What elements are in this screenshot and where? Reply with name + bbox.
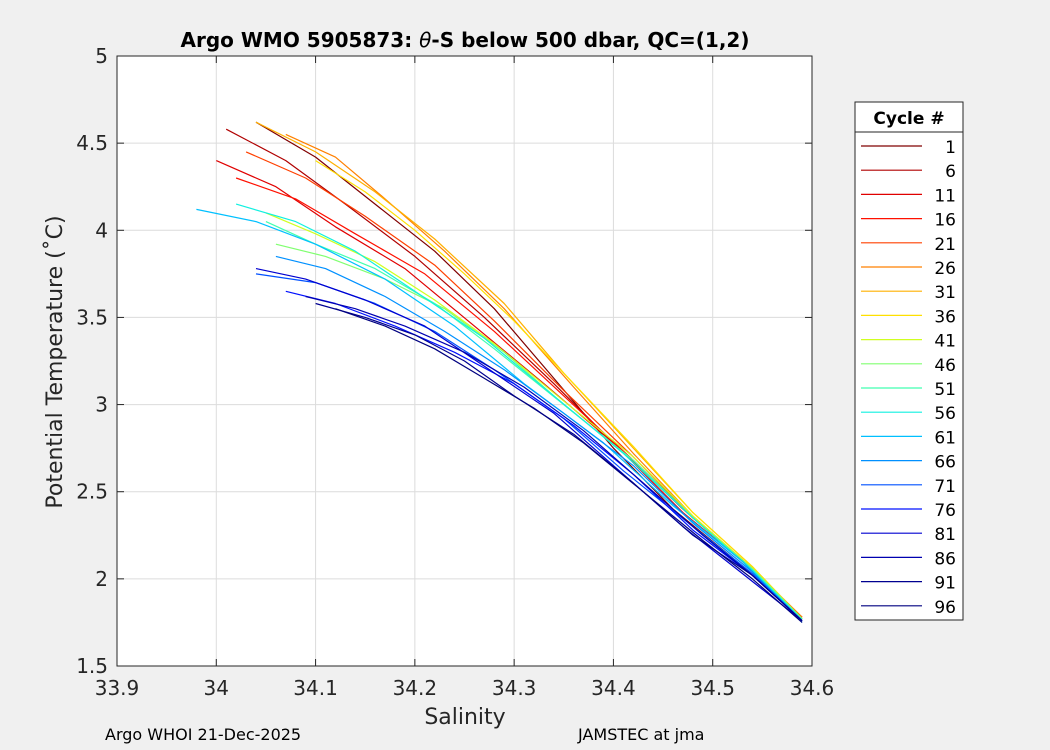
series-line-cycle-86	[305, 295, 803, 622]
legend-label-cycle-11: 11	[934, 186, 956, 206]
legend-label-cycle-16: 16	[934, 211, 956, 231]
legend-label-cycle-41: 41	[934, 332, 956, 352]
legend: Cycle # 16111621263136414651566166717681…	[854, 101, 964, 621]
legend-label-cycle-21: 21	[934, 235, 956, 255]
y-tick-label: 5	[95, 44, 108, 68]
series-line-cycle-36	[315, 160, 803, 620]
series-line-cycle-41	[265, 212, 803, 620]
x-tick-label: 34.6	[790, 676, 835, 700]
legend-label-cycle-81: 81	[934, 525, 956, 545]
y-axis-label: Potential Temperature (˚C)	[43, 215, 68, 508]
series-layer	[196, 121, 803, 623]
legend-label-cycle-1: 1	[945, 138, 956, 158]
legend-label-cycle-26: 26	[934, 259, 956, 279]
series-line-cycle-1	[255, 121, 803, 620]
x-axis-label: Salinity	[424, 705, 505, 730]
series-line-cycle-81	[255, 268, 803, 622]
legend-label-cycle-61: 61	[934, 428, 956, 448]
y-tick-label: 4.5	[76, 131, 108, 155]
legend-label-cycle-36: 36	[934, 307, 956, 327]
legend-label-cycle-71: 71	[934, 477, 956, 497]
legend-label-cycle-86: 86	[934, 549, 956, 569]
series-line-cycle-66	[275, 255, 803, 622]
y-tick-label: 4	[95, 218, 108, 242]
legend-label-cycle-76: 76	[934, 501, 956, 521]
legend-label-cycle-66: 66	[934, 453, 956, 473]
legend-label-cycle-6: 6	[945, 162, 956, 182]
footer-right: JAMSTEC at jma	[578, 725, 705, 744]
series-line-cycle-61	[196, 208, 803, 623]
title-part-1: Argo WMO 5905873:	[181, 28, 420, 52]
legend-label-cycle-46: 46	[934, 356, 956, 376]
y-tick-labels: 1.5 2 2.5 3 3.5 4 4.5 5	[76, 44, 108, 678]
x-tick-label: 34.2	[393, 676, 438, 700]
y-tick-label: 3.5	[76, 305, 108, 329]
legend-title: Cycle #	[873, 109, 944, 129]
footer-left: Argo WHOI 21-Dec-2025	[105, 725, 302, 744]
x-tick-label: 34.1	[293, 676, 338, 700]
legend-label-cycle-91: 91	[934, 574, 956, 594]
series-line-cycle-96	[335, 308, 803, 623]
series-line-cycle-76	[285, 290, 803, 622]
x-tick-label: 34.3	[492, 676, 537, 700]
title-part-2: -S below 500 dbar, QC=(1,2)	[431, 28, 749, 52]
series-line-cycle-46	[275, 243, 803, 620]
series-line-cycle-56	[235, 203, 803, 622]
y-tick-label: 3	[95, 393, 108, 417]
y-tick-label: 1.5	[76, 654, 108, 678]
axis-ticks	[116, 55, 813, 667]
y-tick-label: 2	[95, 567, 108, 591]
x-tick-labels: 33.9 34 34.1 34.2 34.3 34.4 34.5 34.6	[95, 676, 835, 700]
chart-title: Argo WMO 5905873: θ-S below 500 dbar, QC…	[181, 28, 750, 52]
y-tick-label: 2.5	[76, 480, 108, 504]
x-tick-label: 33.9	[95, 676, 140, 700]
plot-frame	[116, 55, 813, 667]
legend-label-cycle-51: 51	[934, 380, 956, 400]
x-tick-label: 34.4	[591, 676, 636, 700]
x-tick-label: 34.5	[690, 676, 735, 700]
title-theta: θ	[419, 28, 431, 52]
x-tick-label: 34	[204, 676, 229, 700]
legend-label-cycle-56: 56	[934, 404, 956, 424]
legend-label-cycle-96: 96	[934, 598, 956, 618]
legend-label-cycle-31: 31	[934, 283, 956, 303]
